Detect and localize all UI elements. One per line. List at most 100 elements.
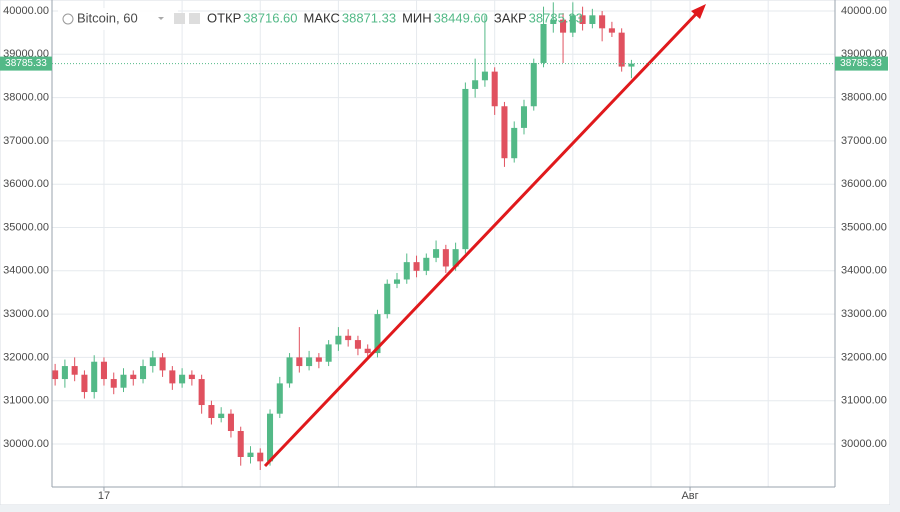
candle-body [628, 63, 635, 67]
candle-body [481, 71, 488, 81]
x-tick-label: 17 [98, 490, 110, 502]
candle-body [120, 374, 127, 388]
candle-body [188, 374, 195, 380]
candle-body [501, 106, 508, 159]
candle-body [71, 366, 78, 375]
candle-body [81, 374, 88, 393]
y-tick-label-right: 38000.00 [841, 92, 887, 104]
y-tick-label-right: 37000.00 [841, 135, 887, 147]
candle-body [374, 314, 381, 354]
arrow-head [691, 4, 706, 19]
candle-body [560, 19, 567, 33]
candle-body [110, 379, 117, 388]
candle-body [61, 366, 68, 380]
candle-body [413, 262, 420, 271]
candle-body [452, 249, 459, 267]
price-badge-label: 38785.33 [840, 58, 882, 69]
candle-body [384, 283, 391, 315]
candle-body [569, 15, 576, 33]
candle-body [276, 383, 283, 414]
header-label: МИН [402, 10, 432, 25]
y-tick-label-right: 40000.00 [841, 5, 887, 17]
price-badge-label: 38785.33 [5, 58, 47, 69]
candle-body [100, 361, 107, 380]
candle-body [511, 127, 518, 159]
candle-body [599, 15, 606, 29]
candle-body [491, 71, 498, 107]
y-tick-label: 37000.00 [3, 135, 49, 147]
candle-body [433, 249, 440, 258]
y-tick-label: 31000.00 [3, 395, 49, 407]
candle-body [423, 257, 430, 271]
header-bg [58, 8, 178, 30]
candle-body [393, 279, 401, 284]
collapse-icon[interactable] [62, 13, 74, 25]
y-tick-label: 35000.00 [3, 221, 49, 233]
dropdown[interactable] [158, 17, 164, 20]
y-tick-label: 34000.00 [3, 265, 49, 277]
y-tick-label: 30000.00 [3, 438, 49, 450]
candle-body [227, 413, 234, 432]
legend-header: Bitcoin, 60 ОТКР 38716.60 МАКС 38871.33 МИН 3… [58, 8, 583, 30]
candle-body [130, 374, 137, 380]
y-tick-label-right: 36000.00 [841, 178, 887, 190]
candle-body [52, 370, 59, 380]
candle-body [315, 357, 322, 362]
side-margin [890, 0, 900, 512]
candle-body [237, 431, 244, 457]
candle-body [247, 452, 254, 457]
header-value: 38871.33 [342, 10, 396, 25]
header-label: МАКС [304, 10, 340, 25]
candle-body [266, 413, 274, 462]
candle-body [403, 262, 410, 280]
grid [52, 0, 835, 487]
candle-body [618, 32, 625, 67]
symbol: Bitcoin, 60 [77, 10, 138, 25]
y-tick-label: 40000.00 [3, 5, 49, 17]
y-tick-label-right: 35000.00 [841, 221, 887, 233]
y-tick-label: 33000.00 [3, 308, 49, 320]
settings-icon[interactable] [174, 13, 185, 24]
candle-body [354, 340, 361, 349]
y-tick-label-right: 30000.00 [841, 438, 887, 450]
candle-body [608, 28, 615, 33]
candles [52, 2, 635, 470]
y-tick-label: 36000.00 [3, 178, 49, 190]
candle-body [218, 413, 225, 419]
y-tick-label-right: 34000.00 [841, 265, 887, 277]
candle-body [179, 374, 186, 384]
candle-body [335, 335, 342, 345]
candle-body [198, 379, 205, 406]
candle-body [364, 348, 371, 354]
candle-body [306, 357, 313, 367]
close-icon[interactable] [189, 13, 200, 24]
candle-body [472, 80, 479, 89]
candle-body [530, 62, 537, 107]
header-label: ЗАКР [494, 10, 527, 25]
header-value: 38716.60 [243, 10, 297, 25]
candle-body [208, 405, 215, 419]
candle-body [520, 106, 528, 128]
price-badge [835, 56, 888, 71]
header-value: 38449.60 [434, 10, 488, 25]
header-label: ОТКР [207, 10, 241, 25]
candle-body [159, 357, 166, 371]
y-tick-label-right: 31000.00 [841, 395, 887, 407]
candle-body [325, 344, 332, 362]
candle-body [589, 15, 596, 24]
header-value: 38785.33 [529, 10, 583, 25]
candle-body [540, 23, 547, 63]
candle-body [442, 249, 449, 267]
candle-body [149, 357, 156, 367]
candle-body [140, 366, 147, 380]
candle-body [345, 335, 352, 341]
trend-arrow [263, 10, 700, 468]
candle-body [257, 452, 264, 462]
candle-body [462, 88, 469, 250]
candle-body [579, 15, 586, 24]
y-tick-label: 32000.00 [3, 351, 49, 363]
price-badge [0, 56, 52, 71]
candle-body [286, 357, 293, 384]
candle-body [169, 370, 176, 384]
